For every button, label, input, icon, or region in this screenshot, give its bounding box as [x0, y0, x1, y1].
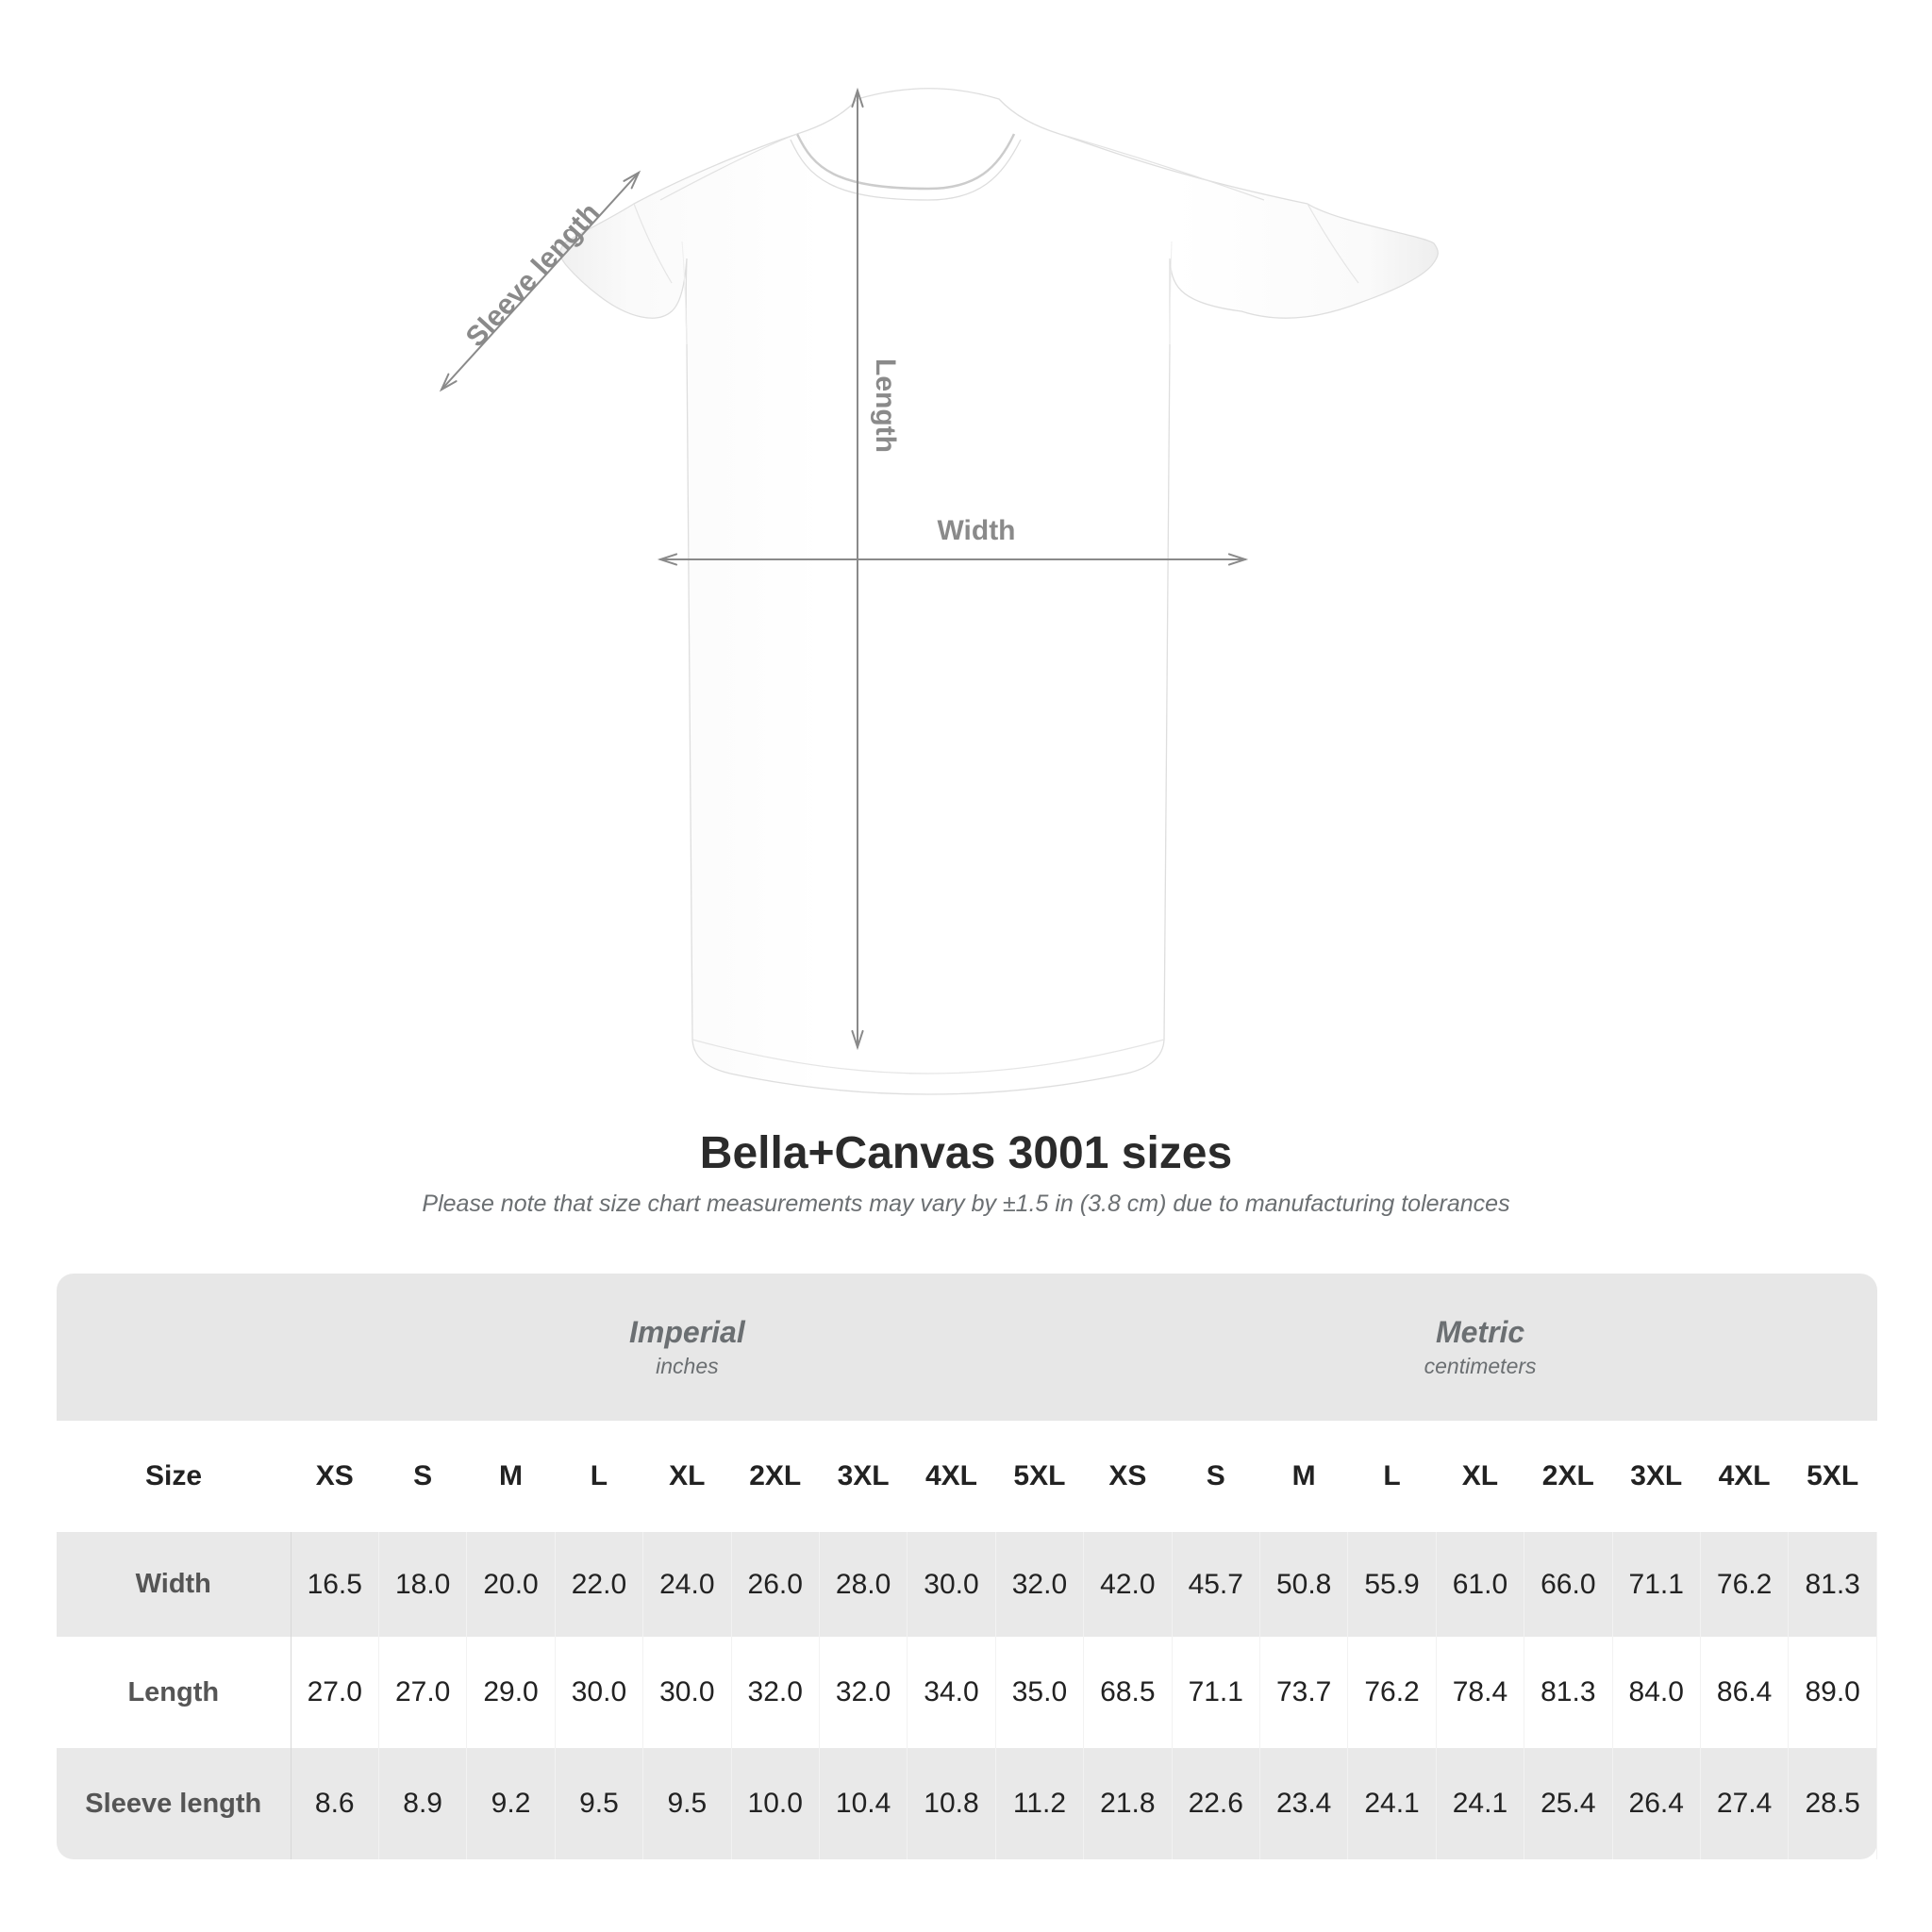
svg-text:Length: Length: [870, 358, 901, 453]
svg-text:Width: Width: [937, 515, 1015, 546]
